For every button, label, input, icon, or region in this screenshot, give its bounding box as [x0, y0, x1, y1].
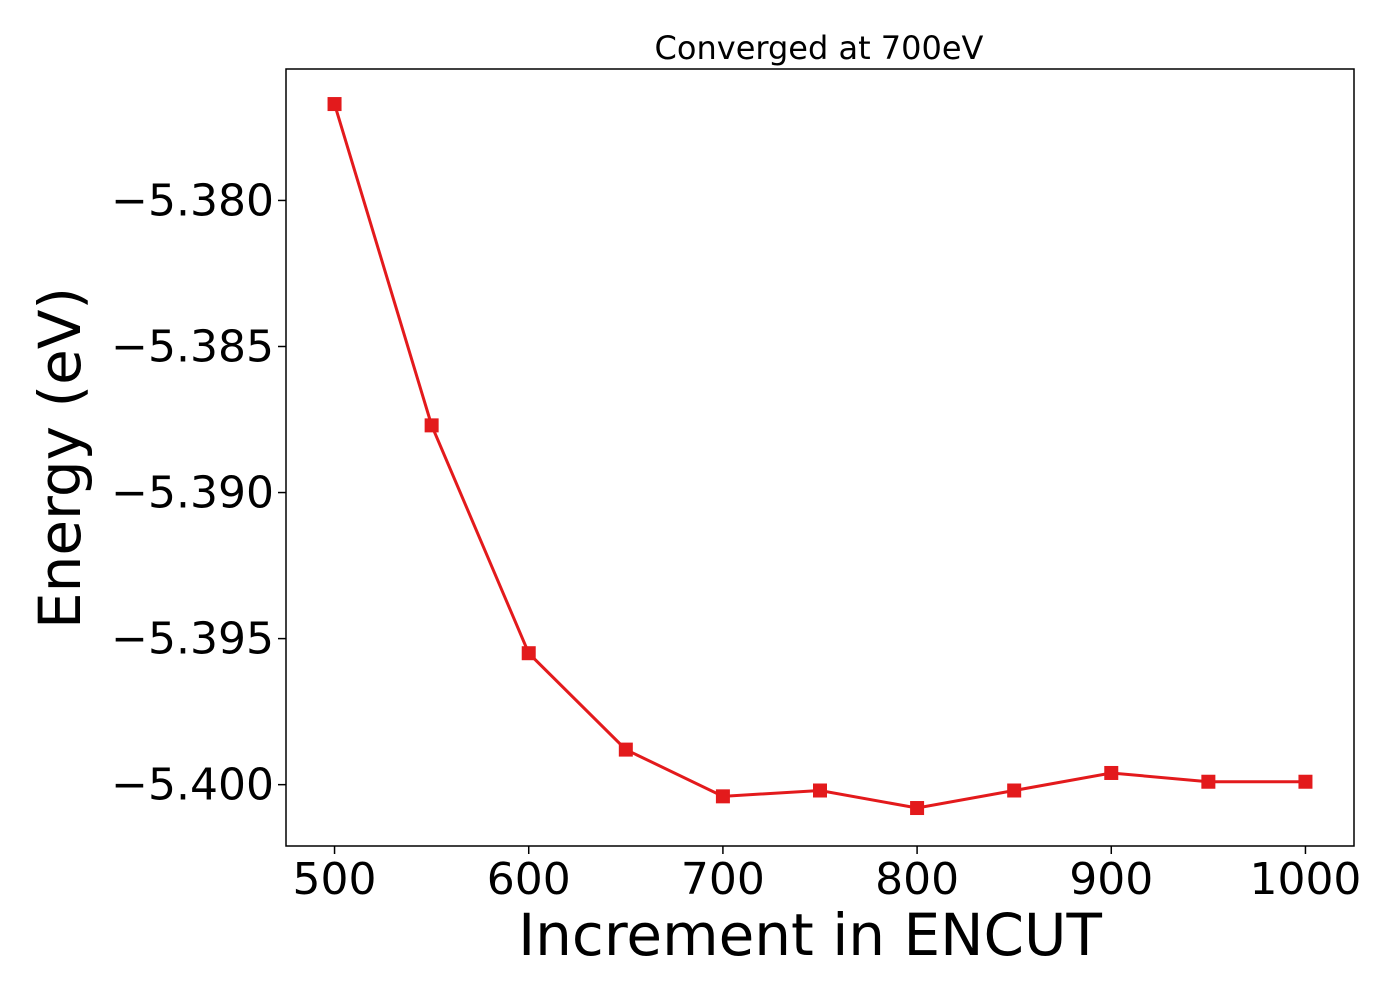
data-point-marker — [910, 801, 925, 816]
x-tick-label: 600 — [487, 854, 571, 905]
chart-title: Converged at 700eV — [655, 29, 984, 67]
x-tick-label: 900 — [1069, 854, 1153, 905]
y-tick-label: −5.400 — [111, 760, 274, 811]
plot-area — [285, 68, 1355, 847]
y-tick-label: −5.390 — [111, 468, 274, 519]
data-point-marker — [618, 742, 633, 757]
x-tick-label: 1000 — [1249, 854, 1361, 905]
data-point-marker — [1104, 765, 1119, 780]
x-tick-label: 700 — [681, 854, 765, 905]
data-point-marker — [813, 783, 827, 798]
y-tick-label: −5.395 — [111, 614, 274, 665]
x-tick-label: 800 — [875, 854, 959, 905]
data-point-marker — [1201, 774, 1216, 789]
x-tick-label: 500 — [293, 854, 377, 905]
y-tick-label: −5.380 — [111, 175, 274, 226]
data-point-marker — [715, 789, 730, 804]
data-point-marker — [424, 418, 439, 433]
y-axis-label: Energy (eV) — [26, 287, 94, 629]
data-point-marker — [1007, 783, 1022, 798]
series-points — [327, 97, 1313, 816]
y-axis-ticks: −5.380 −5.385 −5.390 −5.395 −5.400 — [111, 175, 286, 811]
x-axis-ticks: 500 600 700 800 900 1000 — [293, 846, 1361, 905]
data-point-marker — [1298, 774, 1313, 789]
y-tick-label: −5.385 — [111, 322, 274, 373]
data-point-marker — [521, 646, 536, 661]
data-point-marker — [327, 97, 342, 112]
x-axis-label: Increment in ENCUT — [518, 901, 1102, 969]
